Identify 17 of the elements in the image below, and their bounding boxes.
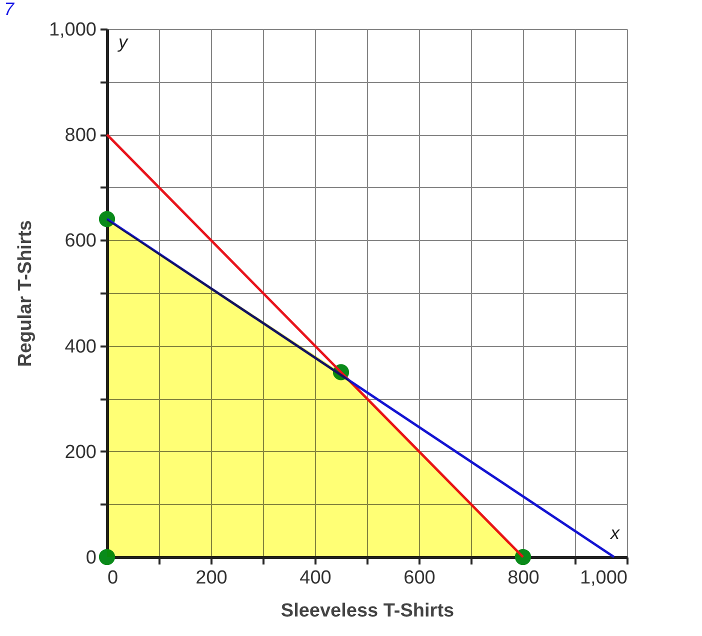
y-tick-label: 200 [64,442,96,463]
x-tick-label: 600 [404,568,436,588]
x-tick-label: 200 [196,568,228,588]
y-tick-label: 400 [64,336,96,358]
x-axis-title: Sleeveless T-Shirts [280,600,454,622]
x-tick-label: 1,000 [580,568,628,588]
x-tick-label: 800 [508,568,540,588]
y-tick-label: 0 [86,548,96,568]
annotation: x [610,523,620,543]
y-tick-label: 1,000 [48,20,96,40]
y-axis-title: Regular T-Shirts [14,220,36,367]
y-tick-label: 600 [64,230,96,252]
x-tick-label: 0 [108,568,118,588]
y-tick-label: 800 [64,125,96,146]
annotation: y [116,32,128,52]
text: 7 [4,0,14,19]
x-tick-label: 400 [300,568,332,588]
